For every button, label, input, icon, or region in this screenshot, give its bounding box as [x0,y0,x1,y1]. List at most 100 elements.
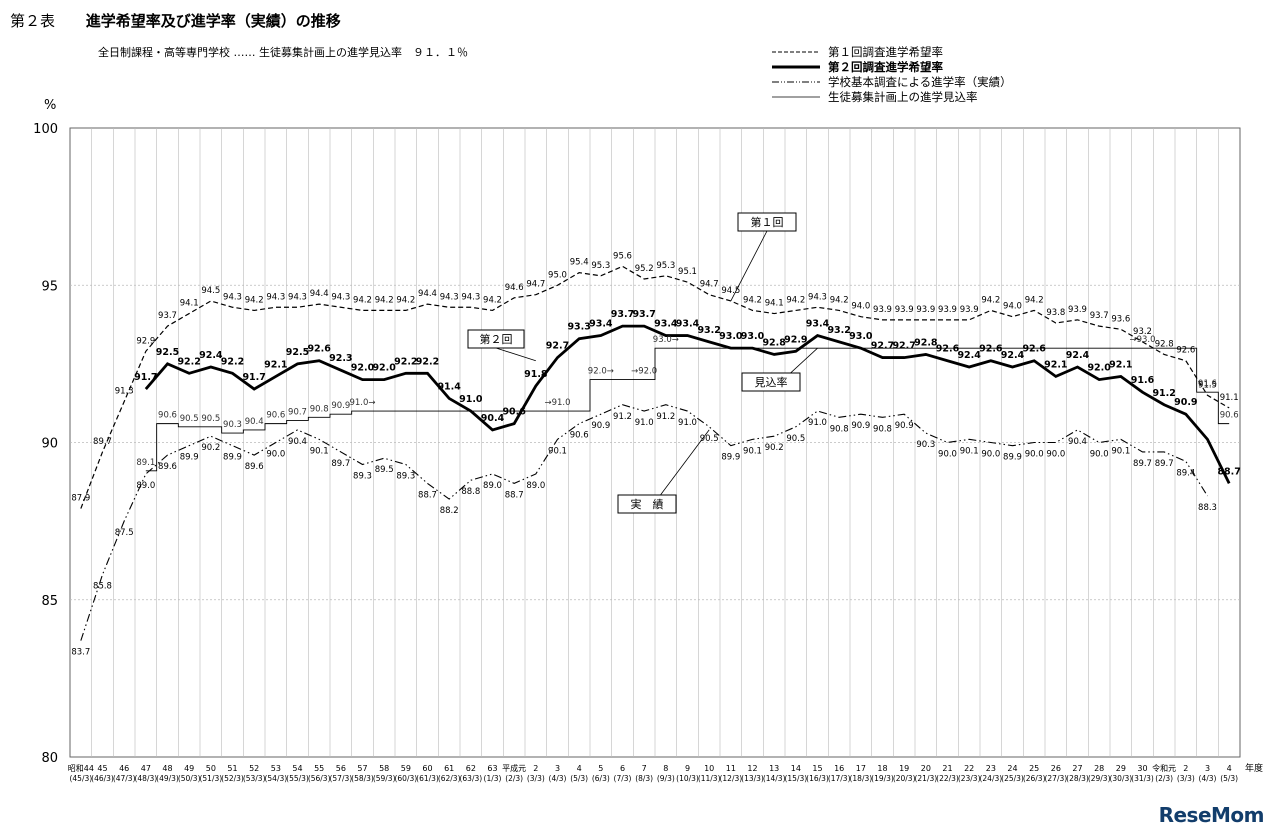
data-label-dashdot: 88.3 [1198,503,1217,513]
data-label-dashdot: 88.7 [418,490,437,500]
data-label-dashed: 91.5 [1198,380,1217,390]
data-label-dashdot: 91.0 [678,418,697,428]
x-tick-sublabel: (60/3) [394,774,417,783]
x-tick-sublabel: (14/3) [763,774,786,783]
x-tick-label: 47 [141,764,151,773]
x-tick-sublabel: (9/3) [657,774,675,783]
data-label-dashed: 94.1 [765,299,784,309]
data-label-dashed: 92.6 [1176,346,1195,356]
data-label-dashdot: 91.0 [808,418,827,428]
data-label-bold: 93.7 [632,309,655,320]
x-tick-sublabel: (2/3) [505,774,523,783]
x-tick-label: 59 [401,764,411,773]
data-label-bold: 92.7 [871,341,894,352]
x-tick-label: 平成元 [502,763,526,773]
data-label-dashdot: 89.9 [223,453,242,463]
data-label-thin: →91.0 [544,398,570,408]
x-tick-sublabel: (13/3) [741,774,764,783]
x-tick-sublabel: (28/3) [1066,774,1089,783]
y-tick-label: 80 [41,751,58,766]
x-tick-sublabel: (21/3) [914,774,937,783]
x-tick-sublabel: (4/3) [1199,774,1217,783]
data-label-dashdot: 90.0 [981,450,1000,460]
legend-item-plan: 生徒募集計画上の進学見込率 [772,89,1012,104]
x-tick-label: 2 [533,764,538,773]
x-tick-sublabel: (47/3) [113,774,136,783]
x-tick-sublabel: (61/3) [416,774,439,783]
callout-plan-box [741,372,801,392]
y-axis-label: % [44,98,57,113]
data-label-dashed: 94.3 [808,292,827,302]
data-label-dashdot: 90.0 [266,450,285,460]
x-tick-label: 15 [812,764,822,773]
callout-second-leader [495,347,536,362]
data-label-thin: 90.7 [288,407,307,417]
x-tick-label: 23 [986,764,996,773]
callout-actual-box [617,494,677,514]
chart-title: 進学希望率及び進学率（実績）の推移 [85,12,341,30]
data-label-dashed: 94.1 [180,299,199,309]
data-label-dashed: 93.9 [916,305,935,315]
data-label-dashed: 92.8 [1155,339,1174,349]
data-label-dashdot: 89.5 [375,465,394,475]
series-line-thin [145,347,1230,472]
x-tick-label: 10 [704,764,714,773]
data-label-bold: 92.4 [199,350,223,361]
data-label-bold: 92.1 [264,359,287,370]
legend-swatch-dashdot [772,81,820,82]
data-label-dashed: 94.2 [353,295,372,305]
data-label-dashdot: 90.0 [1046,450,1065,460]
x-tick-sublabel: (6/3) [592,774,610,783]
x-tick-sublabel: (1/3) [484,774,502,783]
x-tick-sublabel: (62/3) [438,774,461,783]
x-tick-label: 28 [1094,764,1104,773]
data-label-dashdot: 89.9 [180,453,199,463]
data-label-dashdot: 90.6 [570,431,589,441]
data-label-dashed: 94.7 [526,280,545,290]
x-tick-label: 8 [663,764,668,773]
data-label-dashed: 89.7 [93,437,112,447]
data-label-dashed: 94.0 [1003,302,1022,312]
x-tick-sublabel: (55/3) [286,774,309,783]
data-label-dashdot: 89.4 [1176,468,1195,478]
data-label-bold: 93.0 [849,331,873,342]
data-label-dashdot: 89.6 [245,462,264,472]
data-label-bold: 91.7 [134,372,157,383]
data-label-dashdot: 90.2 [201,443,220,453]
data-label-dashed: 94.3 [288,292,307,302]
callout-first-text: 第１回 [751,215,784,229]
data-label-dashdot: 90.1 [1111,446,1130,456]
data-label-dashdot: 89.0 [136,481,155,491]
x-tick-label: 14 [791,764,801,773]
x-tick-label: 54 [292,764,302,773]
data-label-bold: 90.9 [1174,397,1197,408]
data-label-thin: →92.0 [631,367,657,377]
x-tick-label: 50 [206,764,216,773]
data-label-dashed: 94.2 [375,295,394,305]
data-label-dashed: 94.2 [396,295,415,305]
x-tick-sublabel: (17/3) [828,774,851,783]
data-label-dashed: 95.3 [591,261,610,271]
x-tick-label: 18 [877,764,887,773]
data-label-dashdot: 90.5 [786,434,805,444]
data-label-dashed: 93.6 [1111,314,1130,324]
data-label-dashdot: 90.4 [1068,437,1087,447]
callout-first-box [737,212,797,232]
data-label-dashdot: 89.9 [1003,453,1022,463]
x-tick-label: 52 [249,764,259,773]
x-tick-label: 令和元 [1152,763,1176,773]
x-tick-sublabel: (54/3) [264,774,287,783]
data-label-bold: 92.4 [957,350,981,361]
x-tick-sublabel: (3/3) [1177,774,1195,783]
data-label-bold: 92.6 [1022,344,1046,355]
data-label-dashed: 94.3 [461,292,480,302]
data-label-dashdot: 90.2 [765,443,784,453]
data-label-bold: 88.7 [1217,466,1240,477]
x-tick-label: 13 [769,764,779,773]
x-tick-label: 57 [357,764,367,773]
data-label-bold: 90.6 [502,407,526,418]
data-label-bold: 91.2 [1152,388,1175,399]
data-label-dashdot: 90.5 [700,434,719,444]
data-label-dashed: 93.7 [158,311,177,321]
